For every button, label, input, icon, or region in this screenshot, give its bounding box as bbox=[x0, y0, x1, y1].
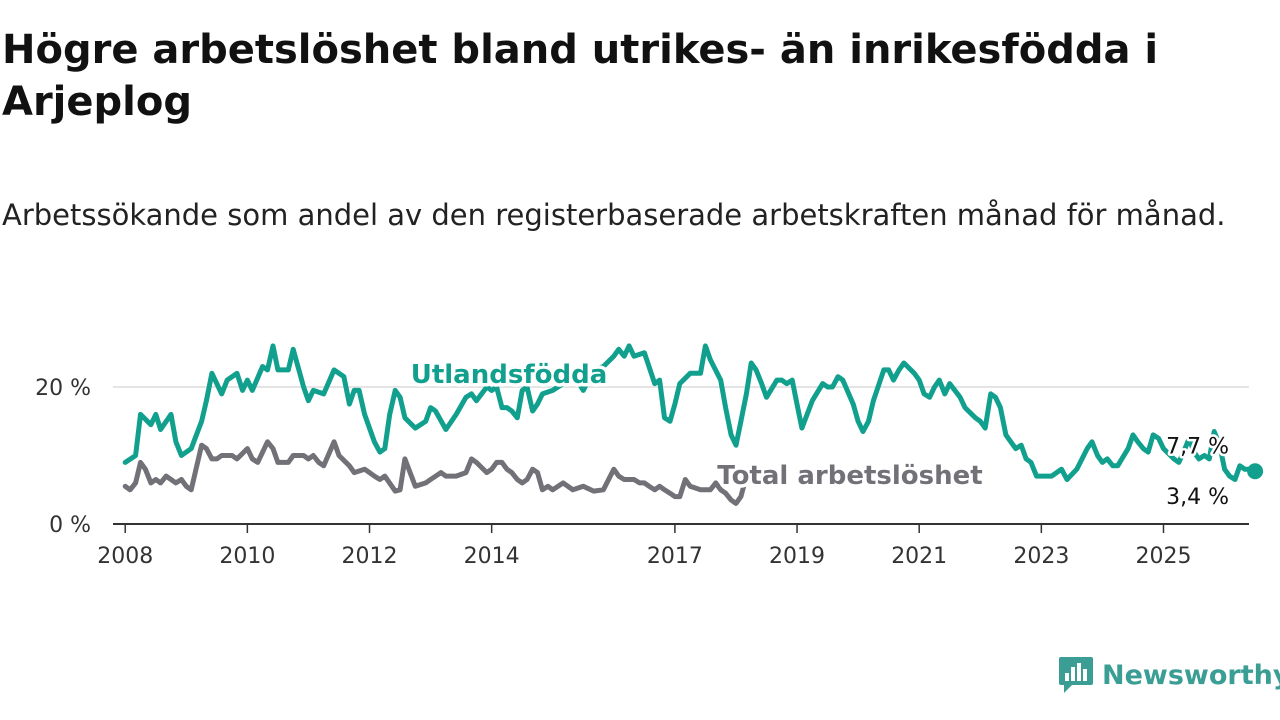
series-line-1 bbox=[122, 439, 749, 506]
page-subtitle: Arbetssökande som andel av den registerb… bbox=[2, 198, 1226, 232]
x-tick-label: 2023 bbox=[1013, 544, 1069, 569]
brand-name: Newsworthy bbox=[1102, 659, 1280, 691]
line-chart: 0 % 20 % 2008 2010 2012 2014 2017 2019 2021 2023 2… bbox=[35, 343, 1264, 570]
series-line-0 bbox=[122, 343, 1258, 482]
series-name-label: Total arbetslöshet bbox=[717, 461, 982, 491]
x-tick-label: 2025 bbox=[1135, 544, 1191, 569]
series-lines bbox=[122, 343, 1264, 506]
x-tick-label: 2012 bbox=[342, 544, 398, 569]
y-tick-label: 0 % bbox=[49, 513, 91, 538]
x-tick-label: 2010 bbox=[219, 544, 275, 569]
x-tick-label: 2014 bbox=[464, 544, 520, 569]
series-name-label: Utlandsfödda bbox=[411, 360, 608, 390]
x-tick-label: 2017 bbox=[647, 544, 703, 569]
x-tick-label: 2021 bbox=[891, 544, 947, 569]
page-title: Högre arbetslöshet bland utrikes- än inr… bbox=[2, 27, 1159, 125]
series-end-label: 3,4 % bbox=[1166, 485, 1229, 510]
newsworthy-logo: Newsworthy bbox=[1058, 654, 1280, 696]
chart-labels: 0 % 20 % 2008 2010 2012 2014 2017 2019 2021 2023 2… bbox=[35, 357, 1231, 570]
series-end-point-1 bbox=[738, 468, 755, 485]
bar-chart-speech-bubble-icon bbox=[1059, 657, 1093, 693]
y-tick-label: 20 % bbox=[35, 376, 91, 401]
x-tick-label: 2019 bbox=[769, 544, 825, 569]
series-end-point-0 bbox=[1247, 463, 1264, 480]
series-end-label: 7,7 % bbox=[1166, 434, 1229, 459]
x-tick-label: 2008 bbox=[97, 544, 153, 569]
